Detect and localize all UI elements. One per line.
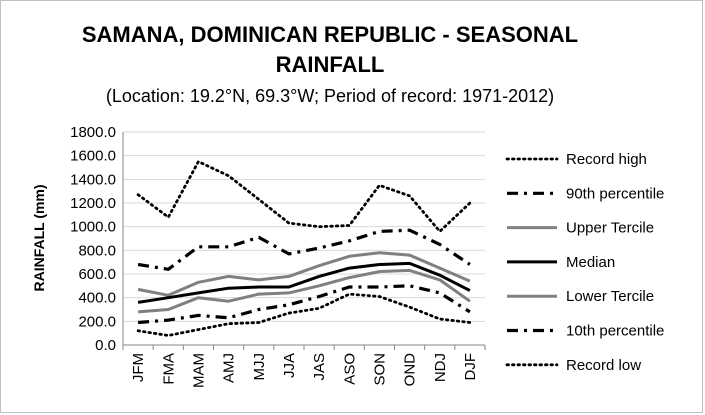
- legend-label-upper-tercile: Upper Tercile: [566, 220, 654, 237]
- series-line-upper-tercile: [137, 251, 471, 297]
- series-line-record-high: [136, 160, 472, 233]
- y-tick-label: 600.0: [78, 266, 116, 283]
- legend-label-lower-tercile: Lower Tercile: [566, 288, 654, 305]
- x-tick-label: DJF: [462, 353, 479, 381]
- legend-label-record-high: Record high: [566, 151, 647, 168]
- series-line-90th-percentile: [137, 228, 471, 271]
- series-line-lower-tercile: [137, 268, 471, 314]
- y-tick-label: 1400.0: [70, 171, 116, 188]
- x-tick-label: JFM: [130, 353, 147, 382]
- x-tick-label: MAM: [190, 353, 207, 388]
- x-tick-label: JAS: [311, 353, 328, 381]
- series-line-record-low: [136, 292, 472, 337]
- x-tick-label: JJA: [281, 353, 298, 378]
- x-tick-label: AMJ: [221, 353, 238, 383]
- y-tick-label: 800.0: [78, 242, 116, 259]
- y-tick-label: 400.0: [78, 290, 116, 307]
- y-tick-label: 0.0: [95, 337, 116, 354]
- x-tick-label: NDJ: [432, 353, 449, 382]
- x-tick-label: ASO: [341, 353, 358, 385]
- series-line-10th-percentile: [137, 284, 471, 325]
- x-tick-label: MJJ: [251, 353, 268, 381]
- y-tick-label: 1200.0: [70, 195, 116, 212]
- legend-label-median: Median: [566, 254, 615, 271]
- chart-title-line-2: RAINFALL: [276, 52, 385, 77]
- y-tick-label: 1800.0: [70, 124, 116, 141]
- y-tick-label: 200.0: [78, 313, 116, 330]
- x-tick-label: SON: [371, 353, 388, 386]
- chart-subtitle: (Location: 19.2°N, 69.3°W; Period of rec…: [106, 86, 554, 106]
- legend: Record high 90th percentile Upper Tercile M…: [505, 151, 664, 374]
- plot-area: 0.0 200.0 400.0 600.0 800.0 1000.0 1200.0 1400.…: [70, 124, 486, 388]
- series-line-median: [137, 261, 471, 304]
- legend-label-90th-percentile: 90th percentile: [566, 185, 664, 202]
- legend-label-10th-percentile: 10th percentile: [566, 323, 664, 340]
- legend-label-record-low: Record low: [566, 357, 641, 374]
- x-tick-label: OND: [402, 353, 419, 387]
- chart-title-line-1: SAMANA, DOMINICAN REPUBLIC - SEASONAL: [82, 22, 578, 47]
- y-axis-title: RAINFALL (mm): [31, 184, 47, 291]
- y-tick-label: 1000.0: [70, 219, 116, 236]
- y-tick-label: 1600.0: [70, 148, 116, 165]
- x-tick-label: FMA: [160, 353, 177, 385]
